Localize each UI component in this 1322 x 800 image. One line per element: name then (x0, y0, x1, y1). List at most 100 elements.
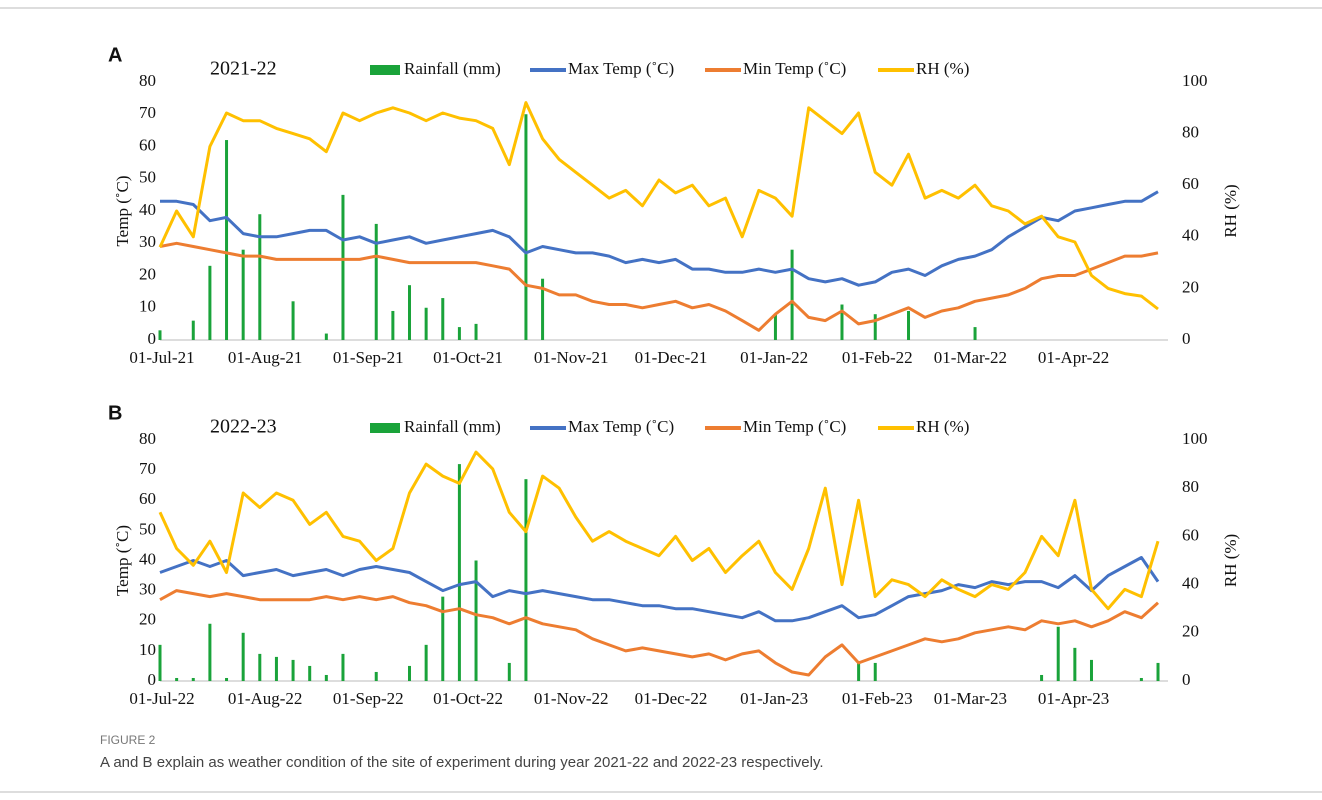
rain-bar (507, 662, 511, 681)
y2-tick-label: 80 (1182, 123, 1199, 142)
rain-bar (441, 298, 445, 340)
x-tick-label: 01-Jul-22 (129, 689, 194, 708)
rain-bar (391, 310, 395, 340)
y2-tick-label: 60 (1182, 174, 1199, 193)
x-tick-label: 01-Apr-23 (1038, 689, 1109, 708)
legend-label: Rainfall (mm) (404, 59, 501, 78)
y-axis-title: Temp (˚C) (113, 175, 132, 246)
rain-bar (258, 653, 262, 681)
legend-label: Rainfall (mm) (404, 417, 501, 436)
legend-label: RH (%) (916, 417, 969, 436)
legend-label: Min Temp (˚C) (743, 417, 846, 436)
y2-tick-label: 20 (1182, 622, 1199, 641)
rain-bar (457, 464, 461, 681)
y-tick-label: 0 (148, 670, 157, 689)
x-tick-label: 01-Oct-21 (433, 348, 503, 367)
rain-bar (441, 596, 445, 681)
rain-bar (1156, 662, 1160, 681)
y-tick-label: 40 (139, 200, 156, 219)
rain-bar (424, 644, 428, 681)
y-tick-label: 30 (139, 580, 156, 599)
rain-bar (474, 560, 478, 681)
series-line (158, 450, 1160, 611)
x-tick-label: 01-Sep-22 (333, 689, 404, 708)
y2-tick-label: 0 (1182, 670, 1191, 689)
y-tick-label: 70 (139, 103, 156, 122)
rain-bar (524, 479, 528, 681)
figure-label: FIGURE 2 (100, 733, 156, 747)
rain-bar (1139, 677, 1143, 681)
rain-bar (408, 285, 412, 340)
x-tick-label: 01-Feb-22 (842, 348, 913, 367)
y2-tick-label: 40 (1182, 574, 1199, 593)
y-tick-label: 10 (139, 640, 156, 659)
series-line (160, 190, 1159, 287)
y-tick-label: 30 (139, 232, 156, 251)
y-tick-label: 20 (139, 610, 156, 629)
y-tick-label: 80 (139, 429, 156, 448)
legend-swatch (370, 423, 400, 433)
chart-title: 2021-22 (210, 58, 277, 80)
x-tick-label: 01-Jan-23 (740, 689, 808, 708)
y2-axis-title: RH (%) (1221, 184, 1240, 237)
x-tick-label: 01-Jan-22 (740, 348, 808, 367)
rain-bar (191, 677, 195, 681)
rain-bar (225, 677, 229, 681)
rain-bar (324, 674, 328, 681)
x-tick-label: 01-Oct-22 (433, 689, 503, 708)
x-tick-label: 01-Jul-21 (129, 348, 194, 367)
x-tick-label: 01-Apr-22 (1038, 348, 1109, 367)
series-line (158, 101, 1159, 311)
series-line (159, 241, 1159, 332)
panel-letter: A (108, 44, 122, 66)
y2-tick-label: 40 (1182, 226, 1199, 245)
y-tick-label: 60 (139, 489, 156, 508)
y2-tick-label: 0 (1182, 329, 1191, 348)
y-tick-label: 20 (139, 264, 156, 283)
rain-bar (374, 223, 378, 340)
x-tick-label: 01-Sep-21 (333, 348, 404, 367)
y-tick-label: 40 (139, 549, 156, 568)
y2-tick-label: 80 (1182, 477, 1199, 496)
rain-bar (840, 304, 844, 340)
rain-bar (308, 665, 312, 681)
rain-bar (324, 333, 328, 340)
rain-bar (158, 644, 162, 681)
y-axis-title: Temp (˚C) (113, 525, 132, 596)
rain-bar (208, 623, 212, 681)
x-tick-label: 01-Nov-21 (534, 348, 609, 367)
rain-bar (258, 214, 262, 340)
legend-label: Min Temp (˚C) (743, 59, 846, 78)
rain-bar (408, 665, 412, 681)
rain-bar (374, 671, 378, 681)
y-tick-label: 60 (139, 135, 156, 154)
y-tick-label: 0 (148, 329, 157, 348)
y-tick-label: 10 (139, 297, 156, 316)
y2-axis-title: RH (%) (1221, 534, 1240, 587)
rain-bar (1056, 626, 1060, 681)
rain-bar (241, 632, 245, 681)
series-line (159, 556, 1160, 623)
rain-bar (524, 114, 528, 340)
y2-tick-label: 100 (1182, 71, 1208, 90)
legend-label: Max Temp (˚C) (568, 59, 674, 78)
rain-bar (225, 140, 229, 340)
x-tick-label: 01-Aug-22 (228, 689, 303, 708)
rain-bar (175, 677, 179, 681)
y2-tick-label: 60 (1182, 525, 1199, 544)
y-tick-label: 70 (139, 459, 156, 478)
x-tick-label: 01-Mar-22 (934, 348, 1007, 367)
panel-letter: B (108, 402, 122, 424)
rain-bar (158, 330, 162, 340)
rain-bar (191, 320, 195, 340)
rain-bar (208, 265, 212, 340)
legend-label: RH (%) (916, 59, 969, 78)
rain-bar (424, 307, 428, 340)
x-tick-label: 01-Aug-21 (228, 348, 303, 367)
legend-swatch (370, 65, 400, 75)
rain-bar (973, 327, 977, 340)
rain-bar (274, 656, 278, 681)
rain-bar (241, 249, 245, 340)
rain-bar (457, 327, 461, 340)
